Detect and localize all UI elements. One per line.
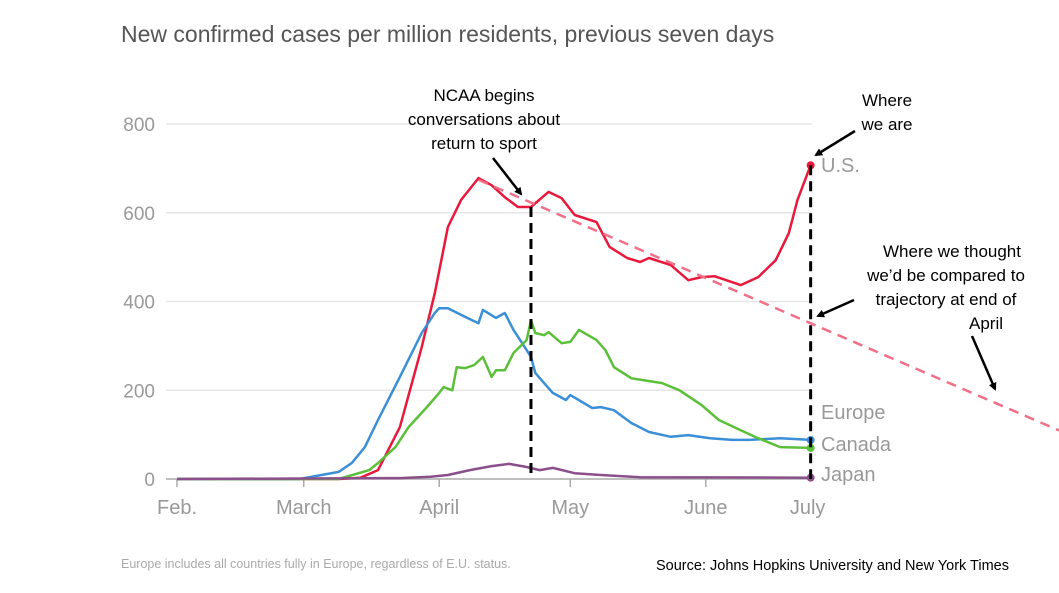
x-tick-label: Feb.: [157, 497, 197, 519]
annotation-where-we-are: Where we are: [860, 91, 912, 134]
x-tick-label: June: [684, 497, 727, 519]
x-tick-label: April: [419, 497, 459, 519]
y-tick-label: 0: [144, 470, 155, 491]
annotation-where-we-thought: Where we thought we’d be compared to tra…: [866, 242, 1025, 333]
y-axis: 0 200 400 600 800: [123, 115, 155, 491]
arrow-ncaa: [492, 157, 523, 196]
x-tick-label: March: [276, 497, 332, 519]
y-tick-label: 600: [123, 204, 155, 225]
series-labels: U.S. Europe Canada Japan: [821, 155, 892, 486]
x-tick-label: July: [790, 497, 826, 519]
trend-line: [478, 178, 1059, 432]
series-label: Europe: [821, 402, 886, 424]
source-note: Source: Johns Hopkins University and New…: [656, 558, 1009, 574]
annotation-ncaa-line: NCAA begins: [433, 86, 534, 105]
annotation-where-we-are-line: we are: [860, 115, 912, 134]
series-label: U.S.: [821, 155, 860, 177]
annotation-where-we-thought-line: April: [969, 314, 1003, 333]
y-tick-label: 200: [123, 381, 155, 402]
series-line-canada: [177, 318, 811, 481]
annotation-ncaa-line: return to sport: [431, 134, 537, 153]
footnote: Europe includes all countries fully in E…: [121, 557, 511, 571]
arrow-where-we-thought: [816, 298, 855, 318]
y-tick-label: 800: [123, 115, 155, 136]
series-label: Japan: [821, 464, 876, 486]
series-line-us: [177, 164, 812, 481]
annotation-ncaa: NCAA begins conversations about return t…: [408, 86, 560, 153]
annotation-where-we-thought-line: Where we thought: [883, 242, 1021, 261]
series-line-europe: [177, 306, 811, 481]
series-line-japan: [176, 462, 811, 481]
arrow-where-we-are: [814, 129, 856, 157]
y-tick-label: 400: [123, 293, 155, 314]
series-lines: [176, 161, 815, 482]
series-end-point: [806, 443, 815, 452]
annotation-where-we-are-line: Where: [862, 91, 912, 110]
annotation-where-we-thought-line: trajectory at end of: [876, 290, 1017, 309]
annotation-where-we-thought-line: we’d be compared to: [866, 266, 1025, 285]
arrow-trend-line: [970, 335, 997, 391]
series-label: Canada: [821, 434, 892, 456]
x-axis: Feb. March April May June July: [157, 478, 826, 519]
chart-title: New confirmed cases per million resident…: [121, 21, 774, 47]
grid: [166, 123, 812, 391]
annotations: [478, 165, 1059, 479]
annotation-ncaa-line: conversations about: [408, 110, 560, 129]
x-tick-label: May: [551, 497, 589, 519]
